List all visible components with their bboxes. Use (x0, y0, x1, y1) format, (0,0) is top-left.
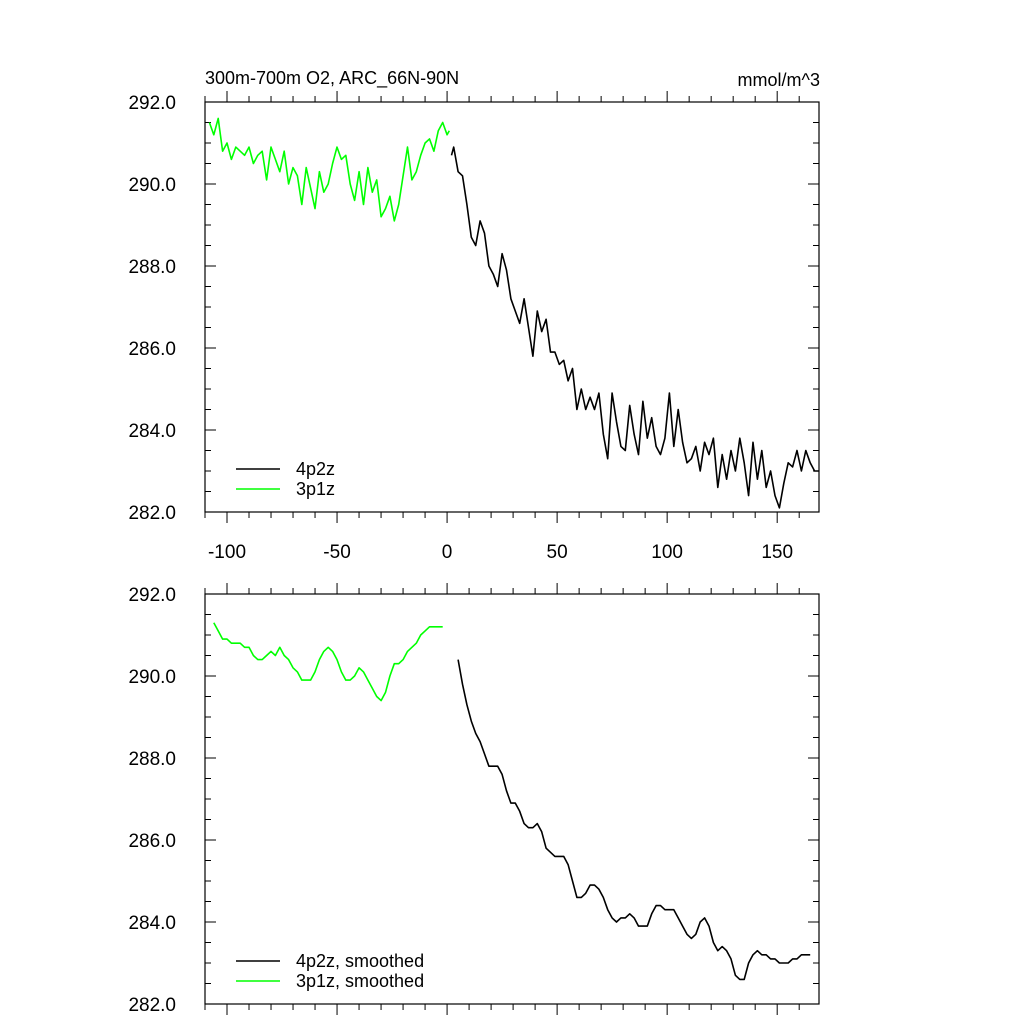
x-tick-label: 50 (547, 542, 568, 563)
y-tick-label: 288.0 (128, 257, 176, 278)
y-tick-label: 286.0 (128, 339, 176, 360)
series-line-green (208, 117, 451, 222)
series-line-green (213, 622, 443, 702)
y-tick-label: 292.0 (128, 585, 176, 606)
plot-frame-bottom (204, 593, 820, 1005)
series-line-black (457, 659, 811, 981)
top-panel: 300m-700m O2, ARC_66N-90N mmol/m^3 282.0… (128, 68, 820, 563)
y-tick-label: 284.0 (128, 913, 176, 934)
x-tick-label: -50 (323, 542, 350, 563)
units-label: mmol/m^3 (738, 70, 820, 90)
y-tick-label: 286.0 (128, 831, 176, 852)
axes-ticks-top: 282.0 284.0 286.0 288.0 290.0 292.0 -100 -50 0 50… (128, 91, 819, 563)
legend-label: 3p1z, smoothed (296, 971, 424, 991)
x-tick-label: 150 (761, 542, 793, 563)
x-tick-label: 100 (651, 542, 683, 563)
y-tick-label: 290.0 (128, 667, 176, 688)
chart-title: 300m-700m O2, ARC_66N-90N (205, 68, 459, 89)
y-tick-label: 284.0 (128, 421, 176, 442)
legend-label: 4p2z (296, 459, 335, 479)
legend-label: 4p2z, smoothed (296, 951, 424, 971)
series-line-black (450, 146, 819, 509)
y-tick-label: 292.0 (128, 93, 176, 114)
bottom-panel: 282.0 284.0 286.0 288.0 290.0 292.0 4p2z, smo… (128, 583, 820, 1016)
y-tick-label: 282.0 (128, 503, 176, 524)
y-tick-label: 290.0 (128, 175, 176, 196)
x-tick-label: -100 (208, 542, 246, 563)
y-tick-label: 288.0 (128, 749, 176, 770)
series-group-top (208, 117, 819, 509)
series-group-bottom (213, 622, 811, 981)
legend-label: 3p1z (296, 479, 335, 499)
y-tick-label: 282.0 (128, 995, 176, 1016)
axes-ticks-bottom: 282.0 284.0 286.0 288.0 290.0 292.0 (128, 583, 819, 1016)
x-tick-label: 0 (442, 542, 453, 563)
plot-frame-top (204, 101, 820, 513)
